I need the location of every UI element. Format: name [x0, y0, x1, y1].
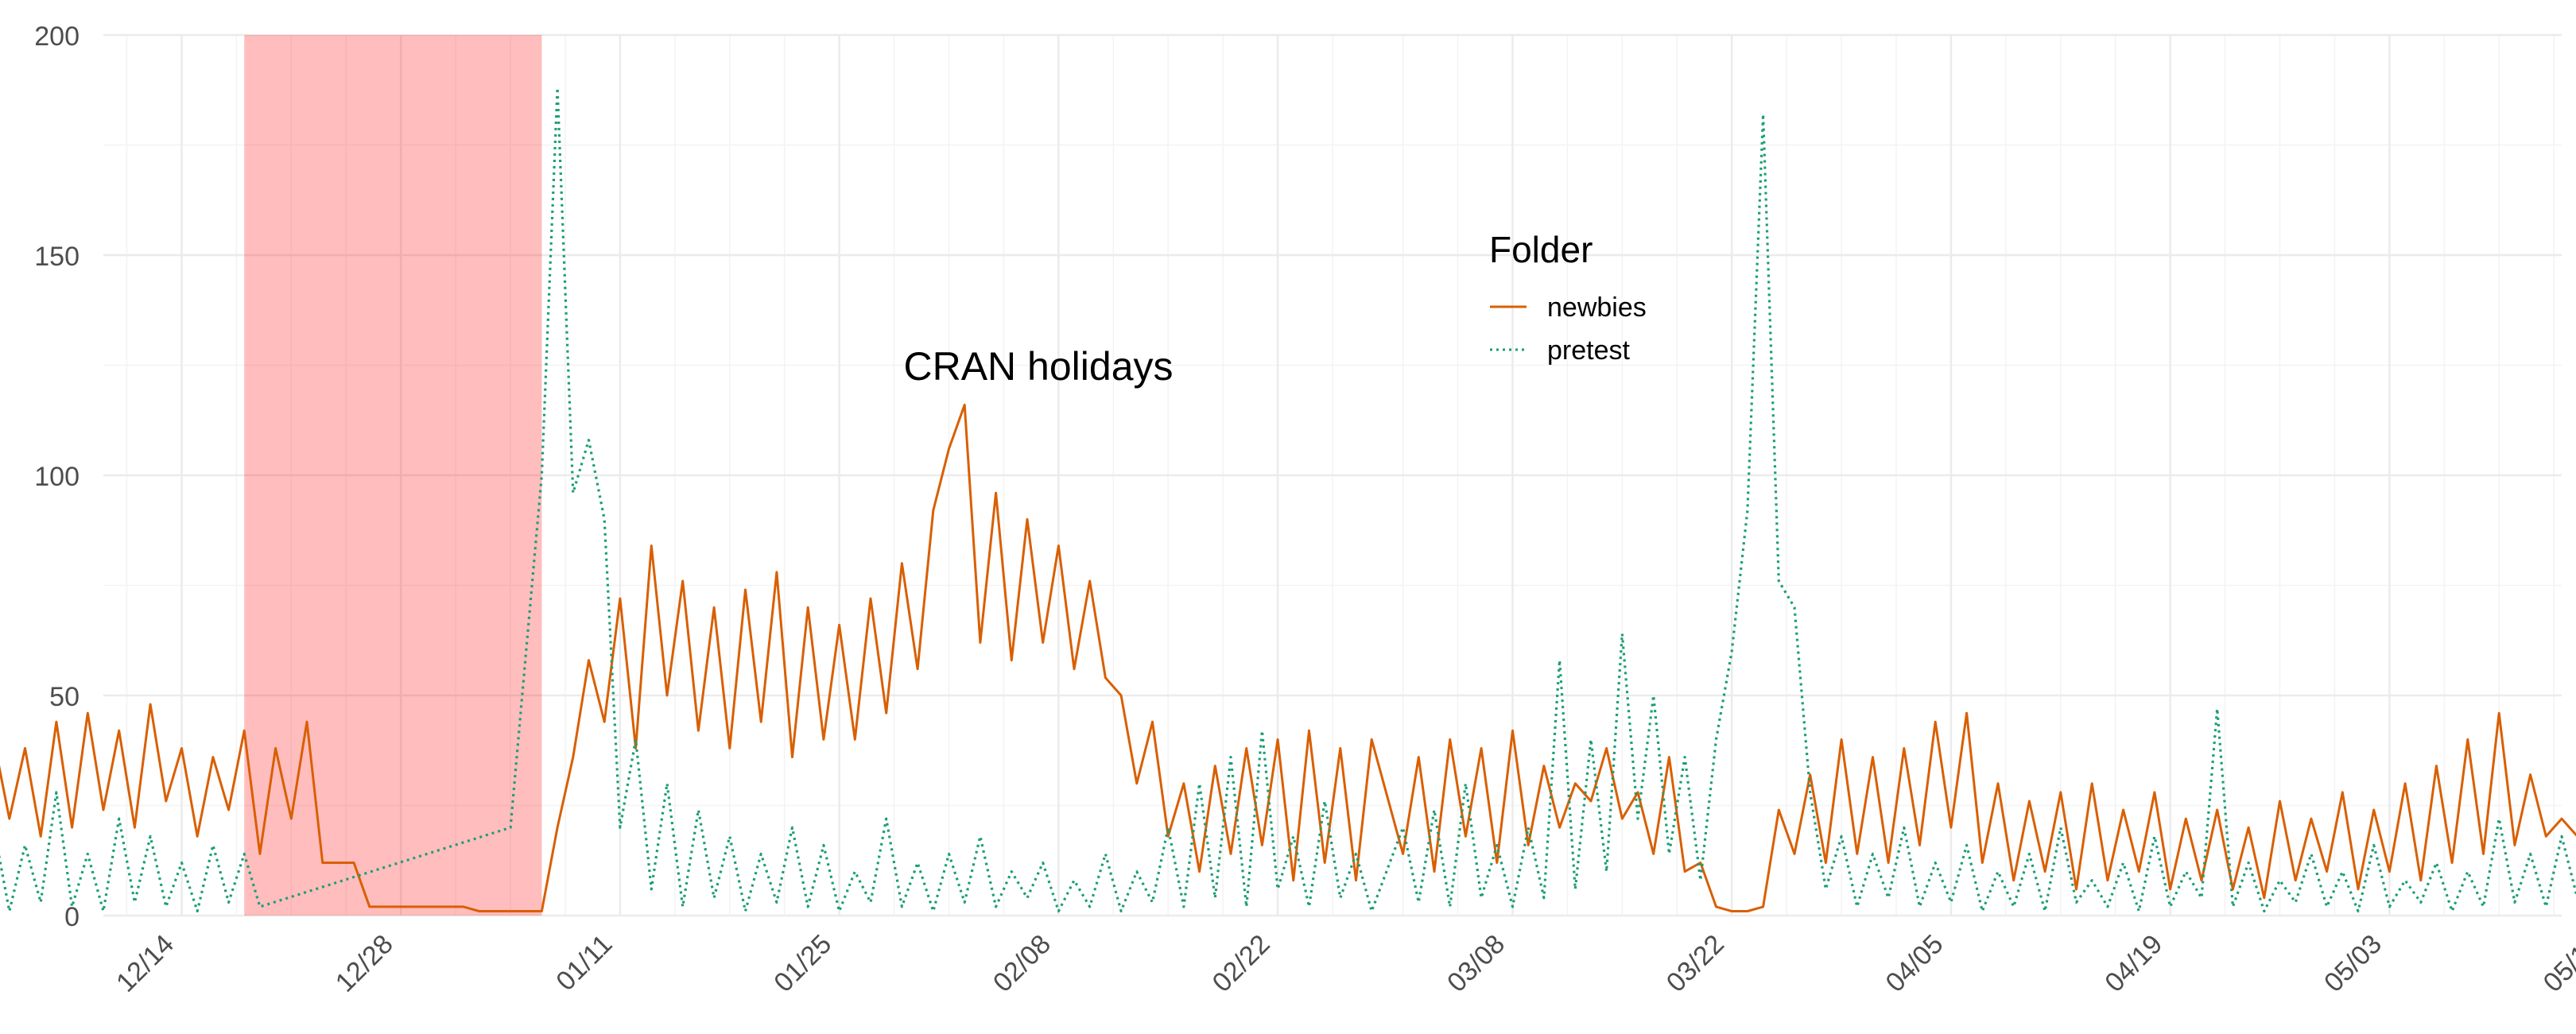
x-tick-label: 01/11 — [550, 929, 618, 997]
y-tick-label: 100 — [34, 462, 80, 492]
y-tick-label: 200 — [34, 21, 80, 52]
x-tick-label: 04/05 — [1880, 929, 1949, 998]
legend-title: Folder — [1489, 229, 1593, 270]
legend-label-newbies: newbies — [1547, 292, 1647, 323]
legend: Folder newbies pretest — [1489, 229, 1647, 366]
x-tick-label: 04/19 — [2099, 929, 2168, 998]
holiday-annotation-label: CRAN holidays — [903, 344, 1173, 389]
x-tick-label: 12/14 — [111, 929, 180, 998]
series-line-newbies — [0, 403, 2576, 912]
x-tick-label: 05/03 — [2318, 929, 2388, 998]
x-tick-label: 01/25 — [768, 929, 837, 998]
holiday-band-layer — [244, 35, 542, 916]
x-tick-label: 12/28 — [330, 929, 399, 998]
y-tick-label: 50 — [49, 682, 80, 712]
x-tick-label: 03/22 — [1661, 929, 1730, 998]
series-layer — [0, 86, 2576, 913]
x-tick-label: 03/08 — [1441, 929, 1511, 998]
y-axis: 0 50 100 150 200 — [34, 21, 80, 932]
y-tick-label: 150 — [34, 242, 80, 272]
x-tick-label: 02/22 — [1207, 929, 1276, 998]
x-tick-label: 05/17 — [2538, 929, 2576, 998]
x-tick-label: 02/08 — [987, 929, 1057, 998]
holiday-band — [244, 35, 542, 916]
y-tick-label: 0 — [64, 902, 80, 932]
major-gridlines — [103, 33, 2562, 917]
x-axis: 09/2110/0510/1911/0211/1611/3012/1412/28… — [111, 929, 2576, 998]
legend-label-pretest: pretest — [1547, 335, 1630, 366]
